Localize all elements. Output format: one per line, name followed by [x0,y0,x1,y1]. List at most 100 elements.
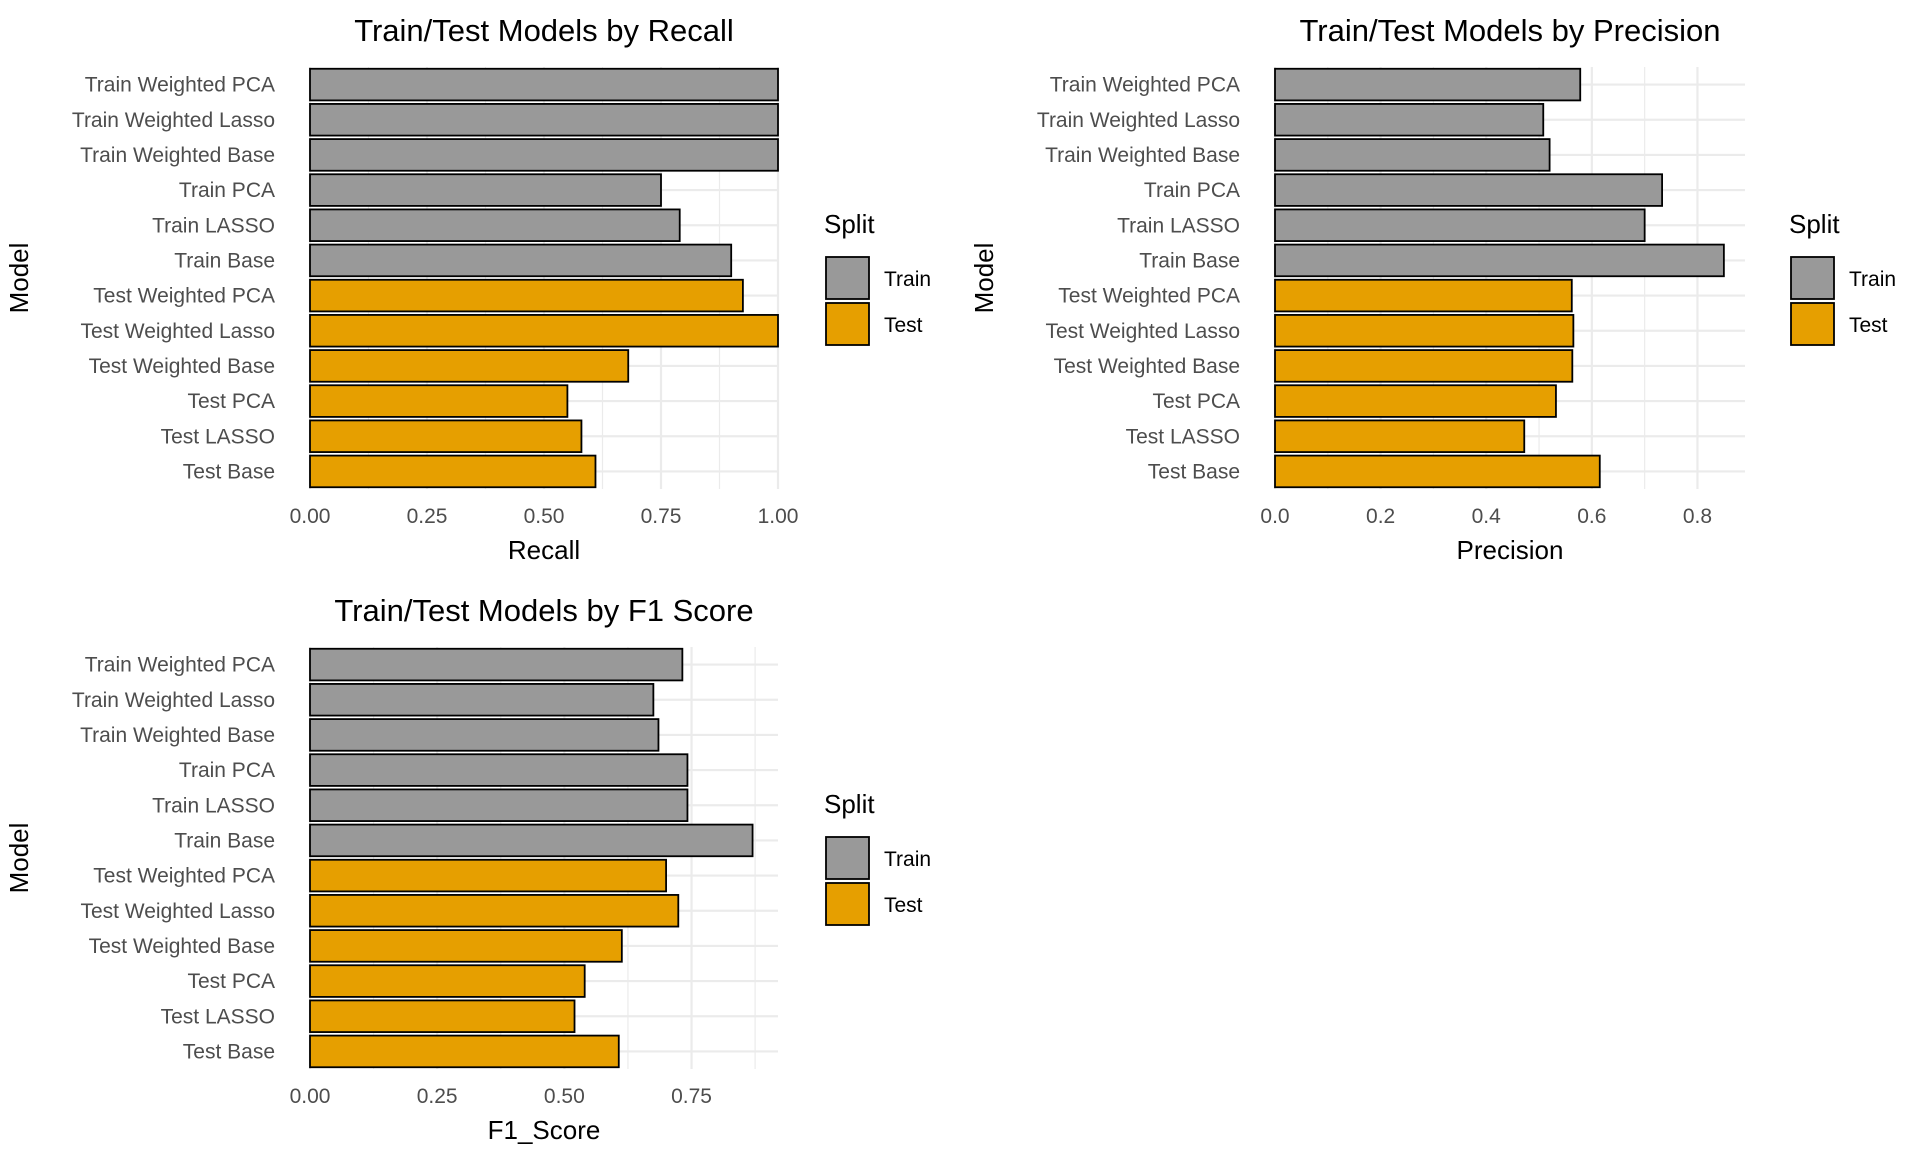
y-axis-label: Model [4,243,34,314]
bar-test-weighted-pca [309,858,667,893]
bar-train-weighted-base [309,718,660,752]
x-tick-label: 0.00 [290,1085,331,1108]
x-tick-label: 0.4 [1472,505,1502,528]
y-tick-label: Test Weighted Lasso [1045,320,1240,343]
legend-label-train: Train [1849,268,1896,291]
bar-test-base [1274,454,1601,489]
x-tick-label: 0.0 [1260,505,1289,528]
y-tick-label: Train Base [174,249,275,272]
y-tick-label: Train Weighted Lasso [1037,109,1240,132]
legend-swatch-train [1790,256,1835,300]
x-tick-label: 0.8 [1683,505,1712,528]
bar-train-pca [309,173,662,207]
bar-train-weighted-base [309,138,779,172]
bar-test-weighted-pca [1274,278,1573,313]
x-tick-label: 0.00 [290,505,331,528]
bar-train-lasso [309,208,681,242]
bar-test-pca [309,964,586,998]
legend: Split Train Test [824,789,931,926]
bar-test-base [309,454,597,489]
bar-train-weighted-lasso [1274,103,1545,137]
bar-train-base [1274,243,1725,278]
y-tick-label: Train Weighted Base [80,724,275,747]
y-tick-label: Train Weighted Base [80,144,275,167]
legend-label-test: Test [1849,314,1888,337]
x-tick-label: 0.6 [1577,505,1606,528]
y-tick-label: Test Weighted Base [1054,355,1240,378]
y-tick-label: Train PCA [179,179,275,202]
bar-test-weighted-lasso [309,894,680,928]
y-tick-label: Test Weighted Lasso [80,900,275,923]
bar-test-weighted-base [309,929,623,963]
x-tick-label: 0.2 [1366,505,1395,528]
bar-test-base [309,1034,620,1069]
bar-test-lasso [309,999,576,1033]
y-tick-label: Test PCA [187,970,275,993]
y-tick-label: Train Weighted PCA [85,74,275,97]
x-axis-label: F1_Score [488,1115,601,1145]
bar-test-pca [1274,384,1557,418]
legend-label-test: Test [884,894,923,917]
y-tick-label: Test Base [183,1040,275,1063]
legend-title: Split [1789,209,1840,239]
bar-train-base [309,243,733,278]
y-tick-label: Train Weighted Lasso [72,689,275,712]
chart-title: Train/Test Models by F1 Score [334,593,753,628]
y-tick-label: Train LASSO [152,214,275,237]
bar-test-lasso [1274,419,1526,453]
bar-test-pca [309,384,569,418]
x-axis-label: Recall [508,535,580,565]
legend-title: Split [824,789,875,819]
x-tick-label: 0.50 [544,1085,585,1108]
bar-train-weighted-lasso [309,103,779,137]
chart-panel-1: 0.00 0.25 0.50 0.75 1.00 Train Weighted PCA Tr… [4,13,931,565]
y-axis-label: Model [969,243,999,314]
legend: Split Train Test [1789,209,1896,346]
bar-train-weighted-base [1274,138,1551,172]
y-tick-label: Test Weighted Base [89,935,275,958]
bar-test-weighted-pca [309,278,744,313]
bar-train-weighted-lasso [309,683,655,717]
chart-panel-3: 0.00 0.25 0.50 0.75 Train Weighted PCA Train … [4,593,931,1145]
bar-train-weighted-pca [309,647,684,682]
y-tick-label: Test Weighted PCA [1058,285,1240,308]
y-tick-label: Train LASSO [152,794,275,817]
y-tick-label: Test Weighted PCA [93,865,275,888]
legend-swatch-train [825,256,870,300]
y-tick-label: Train Weighted PCA [1050,74,1240,97]
bar-train-base [309,823,754,858]
bar-train-pca [1274,173,1663,207]
y-tick-label: Train PCA [179,759,275,782]
y-tick-label: Train Base [1139,249,1240,272]
x-tick-label: 0.25 [407,505,448,528]
bar-train-lasso [1274,208,1646,242]
y-tick-label: Test Weighted PCA [93,285,275,308]
chart-title: Train/Test Models by Recall [354,13,734,48]
x-axis-label: Precision [1457,535,1564,565]
legend-swatch-train [825,836,870,880]
legend-label-train: Train [884,268,931,291]
bar-test-weighted-lasso [309,314,779,348]
legend-swatch-test [825,302,870,346]
y-tick-label: Train Weighted Lasso [72,109,275,132]
x-tick-label: 0.75 [671,1085,712,1108]
bar-test-weighted-base [309,349,630,383]
legend-title: Split [824,209,875,239]
bar-test-weighted-base [1274,349,1574,383]
y-tick-label: Test LASSO [161,425,275,448]
bar-test-lasso [309,419,583,453]
x-tick-label: 0.50 [524,505,565,528]
y-tick-label: Train Base [174,829,275,852]
y-tick-label: Train Weighted Base [1045,144,1240,167]
y-tick-label: Test PCA [1152,390,1240,413]
legend-swatch-test [1790,302,1835,346]
bar-train-weighted-pca [1274,67,1582,102]
x-tick-label: 0.75 [641,505,682,528]
y-tick-label: Test Base [183,460,275,483]
chart-title: Train/Test Models by Precision [1300,13,1721,48]
legend-swatch-test [825,882,870,926]
bar-train-lasso [309,788,689,822]
y-tick-label: Test Weighted Base [89,355,275,378]
bar-train-pca [309,753,689,787]
y-tick-label: Train Weighted PCA [85,654,275,677]
